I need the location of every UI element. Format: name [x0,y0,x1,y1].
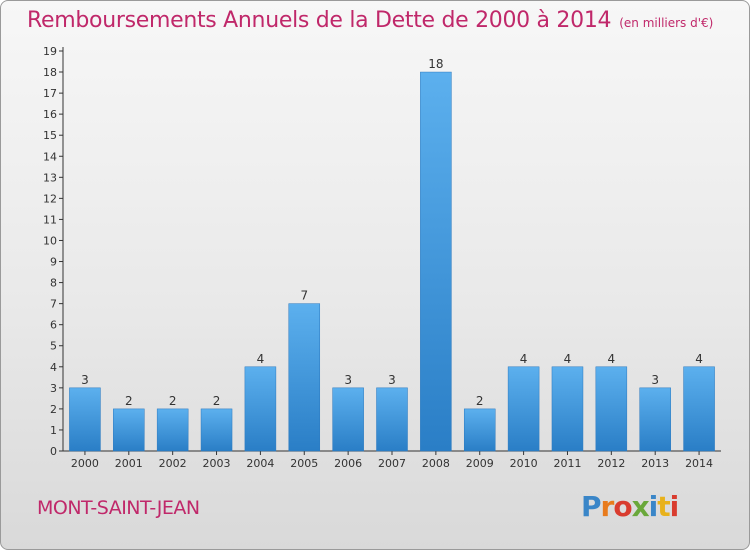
bar [595,366,628,452]
y-tick-label: 19 [43,45,57,58]
logo-letter: i [648,490,659,523]
y-tick-label: 6 [50,319,57,332]
y-tick-label: 0 [50,445,57,458]
y-tick-label: 14 [43,150,57,163]
logo-letter: r [600,490,615,523]
bar-value-label: 4 [695,352,703,366]
bar-value-label: 4 [564,352,572,366]
bar [288,303,321,452]
y-tick-label: 1 [50,424,57,437]
x-tick-label: 2004 [246,457,274,470]
bar [332,387,364,452]
bar-value-label: 2 [213,394,221,408]
bar [463,408,496,452]
y-tick-label: 16 [43,108,57,121]
bar [507,366,540,452]
logo-letter: P [581,490,602,523]
bar-value-label: 3 [388,373,396,387]
bar-value-label: 3 [81,373,89,387]
chart-subtitle: (en milliers d'€) [619,16,714,30]
bar [244,366,277,452]
y-tick-label: 3 [50,382,57,395]
y-tick-label: 7 [50,298,57,311]
bar [156,408,189,452]
bar-value-label: 18 [428,57,443,71]
x-tick-label: 2000 [71,457,99,470]
x-tick-label: 2001 [115,457,143,470]
bar [639,387,671,452]
bar [551,366,584,452]
bar [69,387,101,452]
logo-letter: o [613,490,632,523]
y-tick-label: 13 [43,171,57,184]
bar-value-label: 4 [257,352,265,366]
x-tick-label: 2011 [553,457,581,470]
bar-value-label: 3 [344,373,352,387]
y-tick-label: 8 [50,277,57,290]
y-tick-label: 9 [50,256,57,269]
bar [683,366,715,452]
x-tick-label: 2012 [597,457,625,470]
y-tick-label: 11 [43,213,57,226]
x-tick-label: 2003 [203,457,231,470]
x-tick-label: 2010 [510,457,538,470]
x-tick-label: 2009 [466,457,494,470]
y-tick-label: 17 [43,87,57,100]
x-tick-label: 2007 [378,457,406,470]
logo-letter: x [631,490,650,523]
bar-value-label: 2 [125,394,133,408]
bar-value-label: 2 [476,394,484,408]
logo-letter: i [669,490,680,523]
bar-value-label: 2 [169,394,177,408]
y-tick-label: 12 [43,192,57,205]
y-tick-label: 4 [50,361,57,374]
y-tick-label: 10 [43,234,57,247]
bar-value-label: 4 [520,352,528,366]
bar [200,408,233,452]
bar-value-label: 4 [608,352,616,366]
bar [376,387,408,452]
bar-value-label: 7 [300,289,308,303]
bar [113,408,145,452]
chart-title-text: Remboursements Annuels de la Dette de 20… [27,8,612,33]
x-tick-label: 2008 [422,457,450,470]
x-tick-label: 2013 [641,457,669,470]
y-tick-label: 18 [43,66,57,79]
bars: 3 2 2 2 4 7 3 3 18 2 4 4 4 3 4 [69,57,715,452]
city-name: MONT-SAINT-JEAN [37,497,200,519]
y-tick-label: 2 [50,403,57,416]
bar [420,71,452,452]
proxiti-logo[interactable]: Proxiti [581,490,680,523]
logo-letter: t [657,490,670,523]
x-tick-label: 2002 [159,457,187,470]
x-tick-label: 2006 [334,457,362,470]
bar-value-label: 3 [651,373,659,387]
y-tick-label: 5 [50,340,57,353]
x-tick-label: 2014 [685,457,713,470]
x-tick-label: 2005 [290,457,318,470]
y-tick-label: 15 [43,129,57,142]
chart-title: Remboursements Annuels de la Dette de 20… [27,8,713,33]
